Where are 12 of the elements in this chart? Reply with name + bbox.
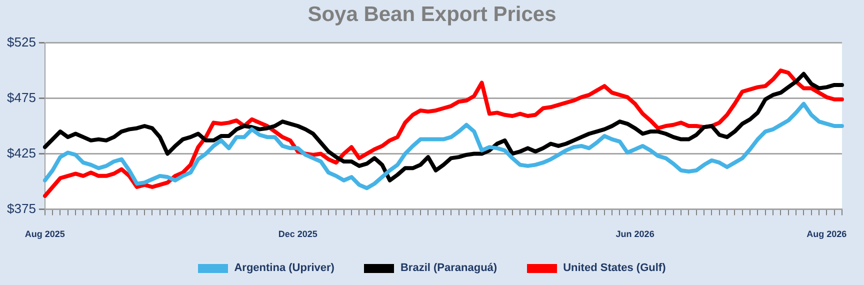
legend-label: Argentina (Upriver) bbox=[234, 262, 334, 274]
chart-title: Soya Bean Export Prices bbox=[306, 3, 558, 27]
x-tick-label: Jun 2026 bbox=[616, 229, 654, 240]
x-tick-label: Aug 2025 bbox=[24, 229, 65, 240]
y-tick-label: $475 bbox=[7, 90, 36, 105]
y-tick-label: $425 bbox=[7, 145, 36, 160]
y-tick-label: $375 bbox=[7, 200, 36, 216]
x-tick-label: Dec 2025 bbox=[278, 229, 318, 240]
legend-label: Brazil (Paranaguá) bbox=[400, 262, 498, 274]
legend-label: United States (Gulf) bbox=[563, 262, 666, 274]
y-tick-label: $525 bbox=[7, 34, 36, 50]
x-tick-label: Aug 2026 bbox=[806, 229, 847, 240]
